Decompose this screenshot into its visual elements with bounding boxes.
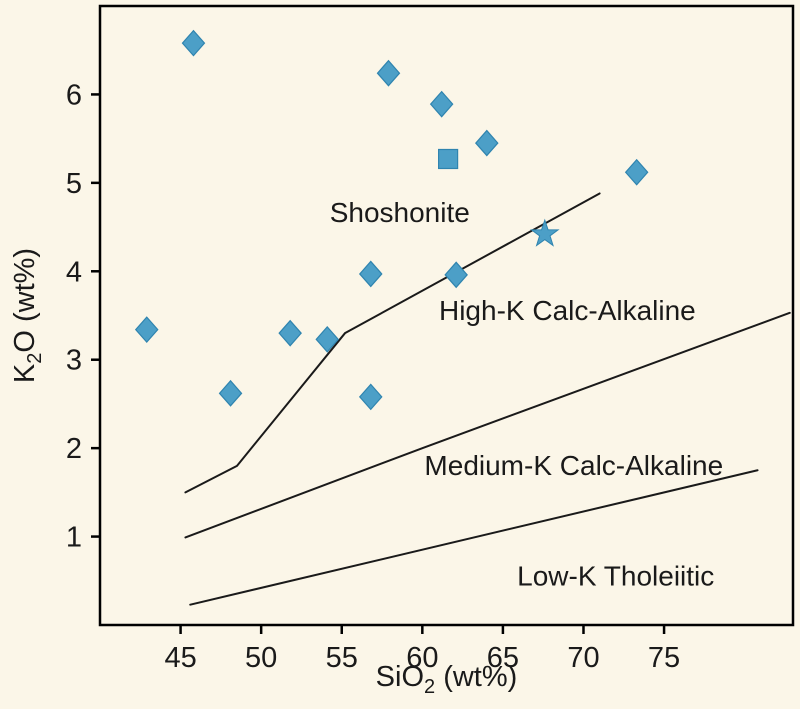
data-point-diamond bbox=[358, 260, 383, 288]
x-tick-label: 65 bbox=[487, 642, 519, 674]
data-point-square bbox=[438, 148, 459, 170]
x-tick-label: 55 bbox=[326, 642, 358, 674]
data-point-diamond bbox=[134, 316, 159, 344]
x-tick-label: 60 bbox=[406, 642, 438, 674]
x-axis-title: SiO2 (wt%) bbox=[376, 661, 518, 698]
y-tick-label: 4 bbox=[66, 256, 82, 288]
data-point-diamond bbox=[429, 90, 454, 118]
data-point-diamond bbox=[358, 383, 383, 411]
data-point-diamond bbox=[218, 379, 243, 407]
x-tick-label: 45 bbox=[164, 642, 196, 674]
shoshonite-highk-boundary bbox=[184, 192, 601, 494]
data-point-diamond bbox=[315, 325, 340, 353]
plot-frame bbox=[98, 4, 795, 627]
x-tick-label: 70 bbox=[567, 642, 599, 674]
x-tick-label: 75 bbox=[648, 642, 680, 674]
region-label: Shoshonite bbox=[330, 197, 470, 228]
y-tick-label: 2 bbox=[66, 433, 82, 465]
region-label: High-K Calc-Alkaline bbox=[439, 295, 696, 326]
data-point-diamond bbox=[624, 158, 649, 186]
data-point-diamond bbox=[444, 261, 468, 289]
y-tick-label: 6 bbox=[66, 79, 82, 111]
region-label: Low-K Tholeiitic bbox=[517, 560, 714, 591]
y-axis-title: K2O (wt%) bbox=[9, 248, 46, 383]
mediumk-lowk-boundary bbox=[189, 469, 759, 606]
data-point-diamond bbox=[376, 59, 401, 87]
highk-mediumk-boundary bbox=[184, 311, 791, 539]
y-tick-label: 1 bbox=[66, 522, 82, 554]
y-tick-label: 5 bbox=[66, 168, 82, 200]
data-point-diamond bbox=[181, 29, 206, 57]
y-tick-label: 3 bbox=[66, 345, 82, 377]
data-point-diamond bbox=[278, 319, 302, 347]
region-label: Medium-K Calc-Alkaline bbox=[424, 450, 723, 481]
data-point-star bbox=[530, 218, 560, 247]
data-point-diamond bbox=[474, 129, 499, 157]
x-tick-label: 50 bbox=[245, 642, 277, 674]
